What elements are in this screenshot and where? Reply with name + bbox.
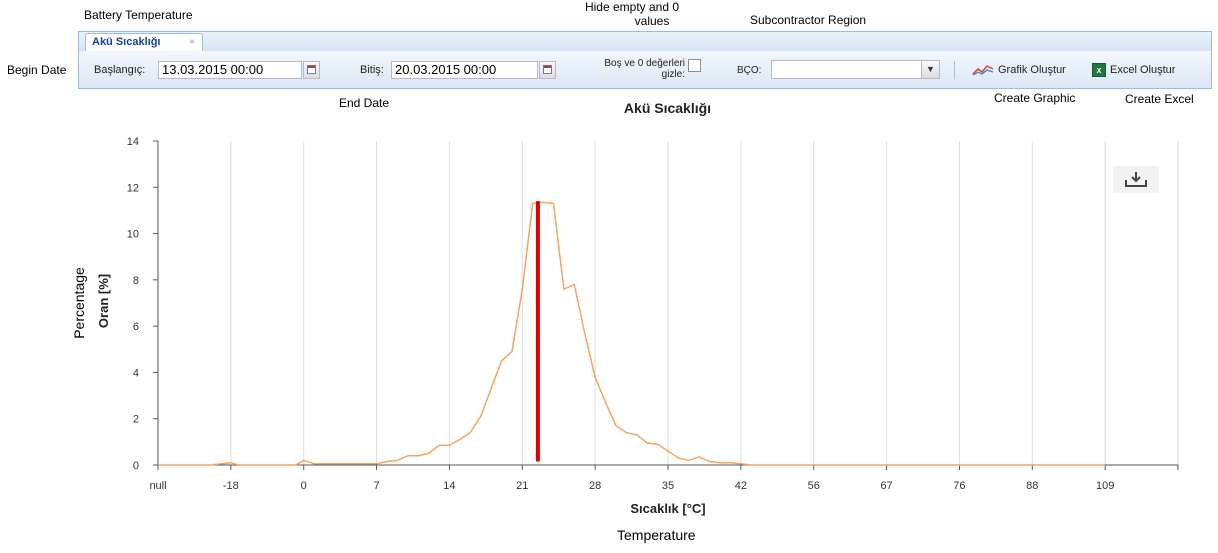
excel-icon: x	[1092, 63, 1106, 78]
x-tick-label: 0	[301, 480, 307, 492]
annotation-hide-empty-line2: values	[634, 14, 670, 28]
chart-title: Akü Sıcaklığı	[623, 100, 712, 116]
tab-label: Akü Sıcaklığı	[92, 36, 161, 48]
hide-empty-label-line1: Boş ve 0 değerleri	[604, 58, 685, 69]
create-graph-label: Grafik Oluştur	[998, 64, 1066, 76]
hide-empty-label: Boş ve 0 değerleri gizle:	[581, 58, 685, 80]
x-tick-label: 67	[880, 480, 892, 492]
download-icon	[1125, 172, 1147, 187]
y-tick-label: 14	[127, 136, 139, 148]
y-tick-label: 2	[133, 414, 139, 426]
y-tick-label: 4	[133, 367, 139, 379]
start-date-label: Başlangıç:	[94, 64, 146, 76]
tab-battery-temperature[interactable]: Akü Sıcaklığı ×	[85, 33, 203, 52]
tab-strip: Akü Sıcaklığı ×	[78, 31, 1212, 52]
bco-select[interactable]: ▼	[771, 60, 940, 79]
toolbar: Başlangıç: 13.03.2015 00:00 Bitiş: 20.03…	[78, 51, 1212, 89]
x-tick-label: null	[149, 480, 166, 492]
create-excel-button[interactable]: x Excel Oluştur	[1092, 60, 1175, 80]
hide-empty-checkbox[interactable]	[688, 59, 701, 72]
x-tick-label: 76	[953, 480, 965, 492]
y-tick-label: 0	[133, 460, 139, 472]
start-date-picker-button[interactable]	[303, 61, 320, 79]
x-tick-label: 88	[1026, 480, 1038, 492]
x-tick-label: 14	[443, 480, 455, 492]
tab-close-icon[interactable]: ×	[189, 37, 195, 48]
x-axis-title: Sıcaklık [°C]	[630, 501, 705, 516]
y-tick-label: 8	[133, 275, 139, 287]
y-tick-label: 10	[127, 229, 139, 241]
end-date-picker-button[interactable]	[539, 61, 556, 79]
start-date-field[interactable]: 13.03.2015 00:00	[158, 61, 302, 79]
chevron-down-icon[interactable]: ▼	[921, 61, 939, 78]
annotation-begin-date: Begin Date	[7, 63, 67, 77]
bco-select-value	[772, 65, 775, 77]
bco-label: BÇO:	[737, 65, 762, 76]
x-tick-label: 35	[662, 480, 674, 492]
annotation-hide-empty-line1: Hide empty and 0	[584, 0, 680, 14]
x-tick-label: 42	[735, 480, 747, 492]
annotation-create-excel: Create Excel	[1125, 92, 1194, 106]
y-tick-label: 6	[133, 321, 139, 333]
y-axis-title: Oran [%]	[96, 274, 111, 328]
y-tick-label: 12	[127, 182, 139, 194]
create-graph-button[interactable]: Grafik Oluştur	[972, 60, 1066, 80]
annotation-temperature: Temperature	[617, 527, 696, 543]
calendar-icon	[543, 65, 552, 74]
chart-download-button[interactable]	[1113, 166, 1159, 193]
x-tick-label: 56	[808, 480, 820, 492]
annotation-subcontractor-region: Subcontractor Region	[750, 13, 867, 27]
x-tick-label: 109	[1096, 480, 1114, 492]
annotation-percentage: Percentage	[71, 267, 87, 339]
x-tick-label: 7	[374, 480, 380, 492]
hide-empty-label-line2: gizle:	[661, 69, 685, 80]
create-excel-label: Excel Oluştur	[1110, 64, 1176, 76]
calendar-icon	[307, 65, 316, 74]
x-tick-label: 21	[516, 480, 528, 492]
end-date-field[interactable]: 20.03.2015 00:00	[391, 61, 538, 79]
x-tick-label: -18	[223, 480, 239, 492]
line-chart-icon	[972, 65, 994, 76]
annotation-create-graphic: Create Graphic	[994, 91, 1076, 105]
series-line	[158, 201, 1106, 466]
annotation-end-date: End Date	[339, 96, 390, 110]
end-date-label: Bitiş:	[360, 64, 384, 76]
annotation-hide-empty: Hide empty and 0 values	[572, 0, 692, 28]
x-tick-label: 28	[589, 480, 601, 492]
toolbar-separator	[954, 61, 955, 79]
annotation-battery-temperature: Battery Temperature	[84, 8, 193, 22]
